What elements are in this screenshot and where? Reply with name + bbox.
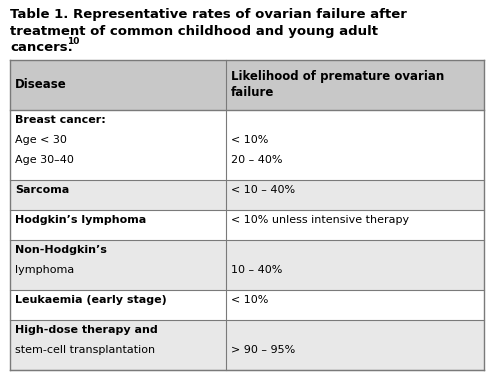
Text: < 10%: < 10% [231,295,268,305]
Text: < 10 – 40%: < 10 – 40% [231,185,295,195]
Bar [10,240,484,290]
Text: Likelihood of premature ovarian
failure: Likelihood of premature ovarian failure [231,70,444,99]
Text: Breast cancer:: Breast cancer: [15,115,106,125]
Text: < 10%: < 10% [231,135,268,145]
Text: Age 30–40: Age 30–40 [15,155,74,165]
Bar [10,110,484,180]
Text: < 10% unless intensive therapy: < 10% unless intensive therapy [231,215,409,225]
Text: Table 1. Representative rates of ovarian failure after
treatment of common child: Table 1. Representative rates of ovarian… [10,8,407,54]
Text: lymphoma: lymphoma [15,265,74,275]
Text: Sarcoma: Sarcoma [15,185,69,195]
Text: High-dose therapy and: High-dose therapy and [15,325,158,335]
Text: 10 – 40%: 10 – 40% [231,265,282,275]
Bar [10,210,484,240]
Text: Leukaemia (early stage): Leukaemia (early stage) [15,295,167,305]
Text: > 90 – 95%: > 90 – 95% [231,345,295,355]
Text: Disease: Disease [15,79,67,91]
Text: 20 – 40%: 20 – 40% [231,155,282,165]
Bar [10,290,484,320]
Text: Non-Hodgkin’s: Non-Hodgkin’s [15,245,107,255]
Bar [10,180,484,210]
Text: Hodgkin’s lymphoma: Hodgkin’s lymphoma [15,215,146,225]
Text: 10: 10 [67,37,80,46]
Bar [10,320,484,370]
Text: stem-cell transplantation: stem-cell transplantation [15,345,155,355]
Text: Age < 30: Age < 30 [15,135,67,145]
Bar [10,60,484,110]
